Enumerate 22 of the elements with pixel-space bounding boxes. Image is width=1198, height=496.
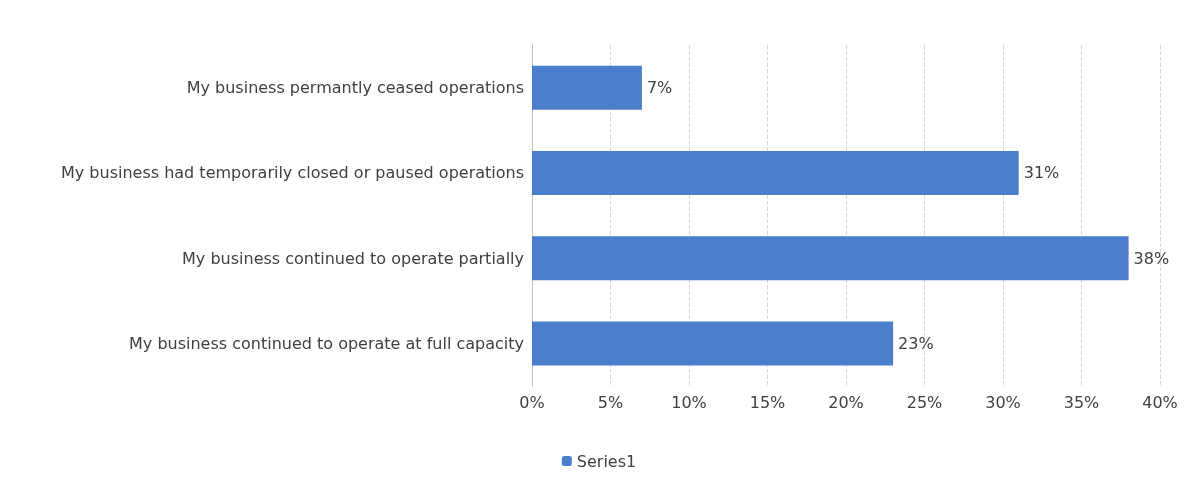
x-tick-label: 30% bbox=[985, 392, 1021, 412]
data-label: 31% bbox=[1023, 163, 1060, 183]
x-tick-label: 40% bbox=[1142, 392, 1178, 412]
x-tick-label: 5% bbox=[597, 392, 624, 412]
y-tick-label: My business continued to operate partially bbox=[182, 248, 524, 268]
data-label: 38% bbox=[1133, 248, 1170, 268]
data-label: 7% bbox=[646, 78, 673, 98]
x-tick-label: 0% bbox=[519, 392, 545, 412]
y-tick-label: My business permantly ceased operations bbox=[186, 78, 524, 98]
x-tick-label: 20% bbox=[828, 392, 864, 412]
x-tick-label: 25% bbox=[906, 392, 943, 412]
data-label: 23% bbox=[898, 333, 934, 353]
bar bbox=[532, 236, 1129, 281]
bar bbox=[532, 65, 642, 110]
bar bbox=[532, 150, 1019, 195]
x-tick-label: 10% bbox=[671, 392, 707, 412]
y-tick-label: My business continued to operate at full capacity bbox=[129, 333, 524, 353]
x-tick-label: 15% bbox=[749, 392, 786, 412]
legend-label: Series1 bbox=[576, 451, 637, 471]
x-tick-label: 35% bbox=[1063, 392, 1100, 412]
bar bbox=[532, 321, 894, 366]
y-tick-label: My business had temporarily closed or paused operations bbox=[60, 163, 524, 183]
